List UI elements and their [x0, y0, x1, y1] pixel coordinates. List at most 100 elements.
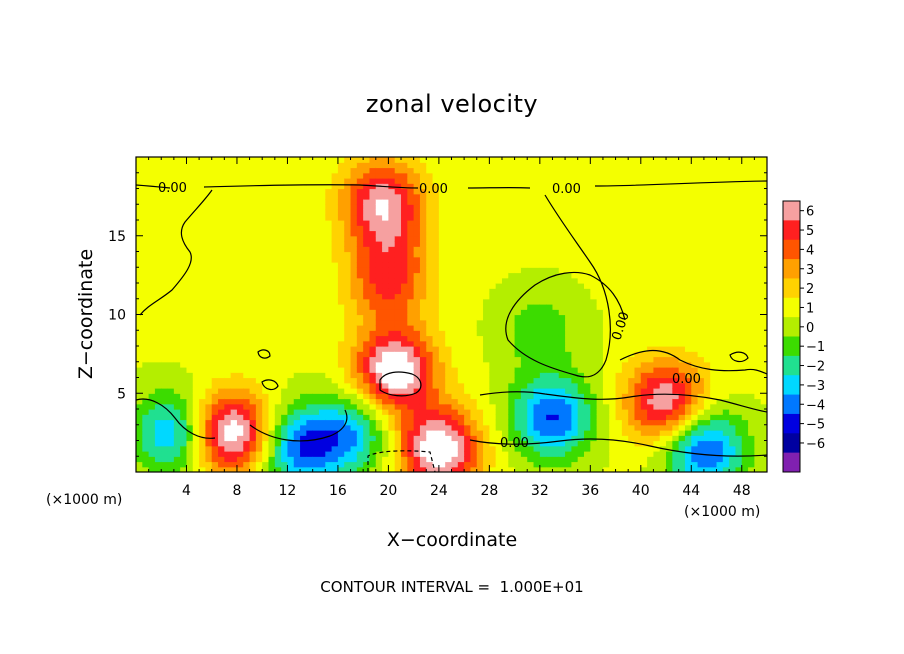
heatmap-cell [489, 157, 497, 163]
heatmap-cell [300, 445, 307, 452]
heatmap-cell [167, 304, 175, 310]
heatmap-cell [590, 456, 598, 463]
heatmap-cell [584, 225, 591, 232]
heatmap-cell [432, 377, 440, 384]
heatmap-cell [533, 340, 541, 347]
heatmap-cell [407, 398, 415, 405]
heatmap-cell [602, 435, 610, 442]
heatmap-cell [584, 277, 591, 284]
heatmap-cell [552, 361, 560, 368]
heatmap-cell [401, 304, 408, 310]
heatmap-cell [659, 382, 667, 389]
heatmap-cell [621, 435, 629, 442]
heatmap-cell [552, 298, 560, 305]
heatmap-cell [514, 414, 522, 421]
heatmap-cell [382, 304, 389, 310]
heatmap-cell [154, 367, 162, 373]
heatmap-cell [634, 372, 642, 379]
heatmap-cell [173, 209, 181, 216]
heatmap-cell [369, 272, 377, 279]
heatmap-cell [356, 225, 364, 232]
heatmap-cell [205, 298, 213, 305]
heatmap-cell [432, 157, 440, 163]
heatmap-cell [312, 461, 320, 468]
heatmap-cell [350, 167, 358, 174]
heatmap-cell [501, 183, 509, 190]
heatmap-cell [318, 246, 326, 253]
heatmap-cell [628, 377, 636, 384]
heatmap-cell [331, 377, 339, 384]
heatmap-cell [236, 409, 244, 415]
heatmap-cell [331, 445, 339, 452]
heatmap-cell [419, 209, 427, 216]
heatmap-cell [470, 451, 478, 457]
heatmap-cell [407, 440, 415, 447]
heatmap-cell [173, 220, 181, 226]
heatmap-cell [287, 435, 295, 442]
heatmap-cell [243, 272, 251, 279]
heatmap-cell [596, 403, 604, 410]
heatmap-cell [369, 267, 377, 274]
heatmap-cell [464, 178, 472, 184]
heatmap-cell [236, 283, 244, 289]
heatmap-cell [205, 293, 213, 300]
heatmap-cell [426, 230, 434, 237]
heatmap-cell [495, 388, 503, 394]
heatmap-cell [451, 162, 459, 169]
heatmap-cell [546, 367, 554, 373]
heatmap-cell [173, 277, 181, 284]
heatmap-cell [167, 272, 175, 279]
heatmap-cell [413, 367, 421, 373]
heatmap-cell [375, 172, 383, 179]
heatmap-cell [501, 388, 509, 394]
heatmap-cell [584, 435, 591, 442]
heatmap-cell [407, 351, 415, 358]
heatmap-cell [293, 388, 301, 394]
heatmap-cell [615, 304, 623, 310]
heatmap-cell [312, 230, 320, 237]
heatmap-cell [533, 356, 541, 363]
heatmap-cell [230, 398, 238, 405]
heatmap-cell [596, 172, 604, 179]
heatmap-cell [577, 330, 585, 337]
heatmap-cell [470, 388, 478, 394]
heatmap-cell [647, 167, 655, 174]
heatmap-cell [489, 277, 497, 284]
heatmap-cell [476, 209, 484, 216]
heatmap-cell [281, 335, 289, 342]
heatmap-cell [647, 456, 655, 463]
heatmap-cell [180, 199, 188, 205]
heatmap-cell [577, 382, 585, 389]
heatmap-cell [243, 256, 251, 263]
heatmap-cell [173, 382, 181, 389]
heatmap-cell [647, 246, 655, 253]
heatmap-cell [186, 225, 194, 232]
heatmap-cell [445, 272, 453, 279]
heatmap-cell [262, 403, 270, 410]
heatmap-cell [445, 172, 453, 179]
heatmap-cell [508, 230, 516, 237]
heatmap-cell [445, 262, 453, 268]
heatmap-cell [325, 466, 333, 472]
heatmap-cell [268, 335, 276, 342]
heatmap-cell [546, 309, 554, 316]
heatmap-cell [350, 435, 358, 442]
heatmap-cell [432, 398, 440, 405]
heatmap-cell [419, 398, 427, 405]
heatmap-cell [577, 209, 585, 216]
heatmap-cell [281, 461, 289, 468]
heatmap-cell [527, 340, 535, 347]
heatmap-cell [167, 398, 175, 405]
heatmap-cell [457, 193, 465, 200]
heatmap-cell [647, 377, 655, 384]
heatmap-cell [590, 167, 598, 174]
heatmap-cell [407, 157, 415, 163]
heatmap-cell [565, 167, 572, 174]
heatmap-cell [457, 246, 465, 253]
heatmap-cell [565, 178, 572, 184]
heatmap-cell [287, 241, 295, 247]
heatmap-cell [546, 456, 554, 463]
heatmap-cell [483, 209, 490, 216]
heatmap-cell [142, 330, 150, 337]
heatmap-cell [653, 456, 661, 463]
